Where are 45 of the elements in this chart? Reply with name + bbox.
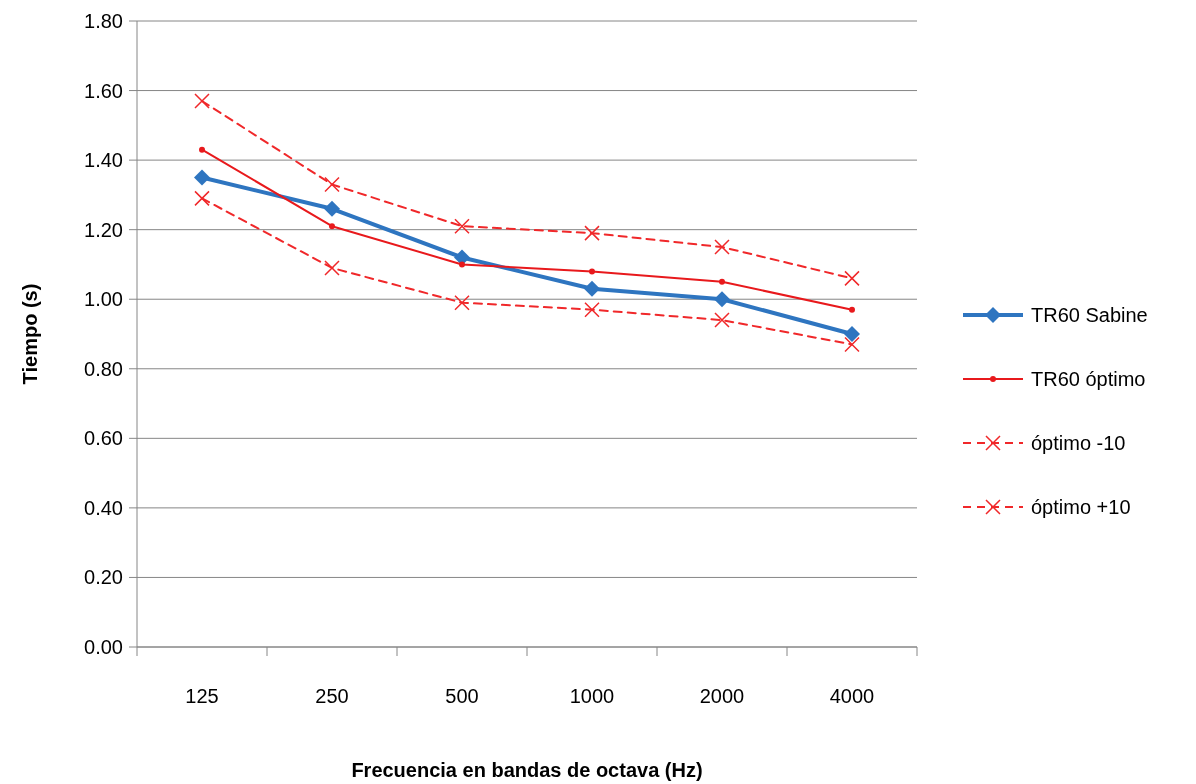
y-axis-title: Tiempo (s) xyxy=(19,283,41,385)
y-tick-label: 0.60 xyxy=(84,427,123,450)
x-tick-label: 125 xyxy=(185,685,219,707)
y-tick-label: 1.00 xyxy=(84,288,123,311)
x-tick-label: 1000 xyxy=(569,685,615,707)
point xyxy=(714,239,730,255)
x-tick-label: 2000 xyxy=(699,685,745,707)
point xyxy=(844,336,860,353)
point xyxy=(714,291,730,308)
x-tick-label: 500 xyxy=(445,685,479,707)
point xyxy=(199,146,205,153)
point xyxy=(584,301,600,318)
point xyxy=(584,280,600,297)
legend-label: óptimo +10 xyxy=(1031,496,1131,518)
point xyxy=(329,223,335,230)
legend-label: óptimo -10 xyxy=(1031,432,1126,454)
y-tick-label: 1.20 xyxy=(84,218,123,241)
point xyxy=(454,218,470,234)
point xyxy=(459,261,465,268)
y-tick-label: 1.40 xyxy=(84,149,123,172)
point xyxy=(719,278,725,285)
y-tick-label: 0.80 xyxy=(84,357,123,380)
point xyxy=(844,326,860,342)
legend-label: TR60 óptimo xyxy=(1031,368,1146,390)
point xyxy=(324,260,340,276)
point xyxy=(324,200,340,217)
x-tick-label: 250 xyxy=(315,685,349,707)
y-tick-label: 0.00 xyxy=(84,636,123,658)
y-tick-label: 0.20 xyxy=(84,566,123,589)
y-tick-label: 1.60 xyxy=(84,79,123,102)
point xyxy=(194,190,210,207)
point xyxy=(844,270,860,287)
point xyxy=(849,306,855,313)
x-axis-title: Frecuencia en bandas de octava (Hz) xyxy=(351,759,703,781)
y-tick-label: 0.40 xyxy=(84,496,123,519)
point xyxy=(194,169,210,186)
point xyxy=(194,93,210,109)
point xyxy=(589,268,595,275)
point xyxy=(584,225,600,241)
y-tick-label: 1.80 xyxy=(84,10,123,32)
point xyxy=(324,176,340,193)
legend-label: TR60 Sabine xyxy=(1031,304,1148,326)
point xyxy=(714,312,730,328)
x-tick-label: 4000 xyxy=(829,685,875,707)
point xyxy=(454,294,470,311)
